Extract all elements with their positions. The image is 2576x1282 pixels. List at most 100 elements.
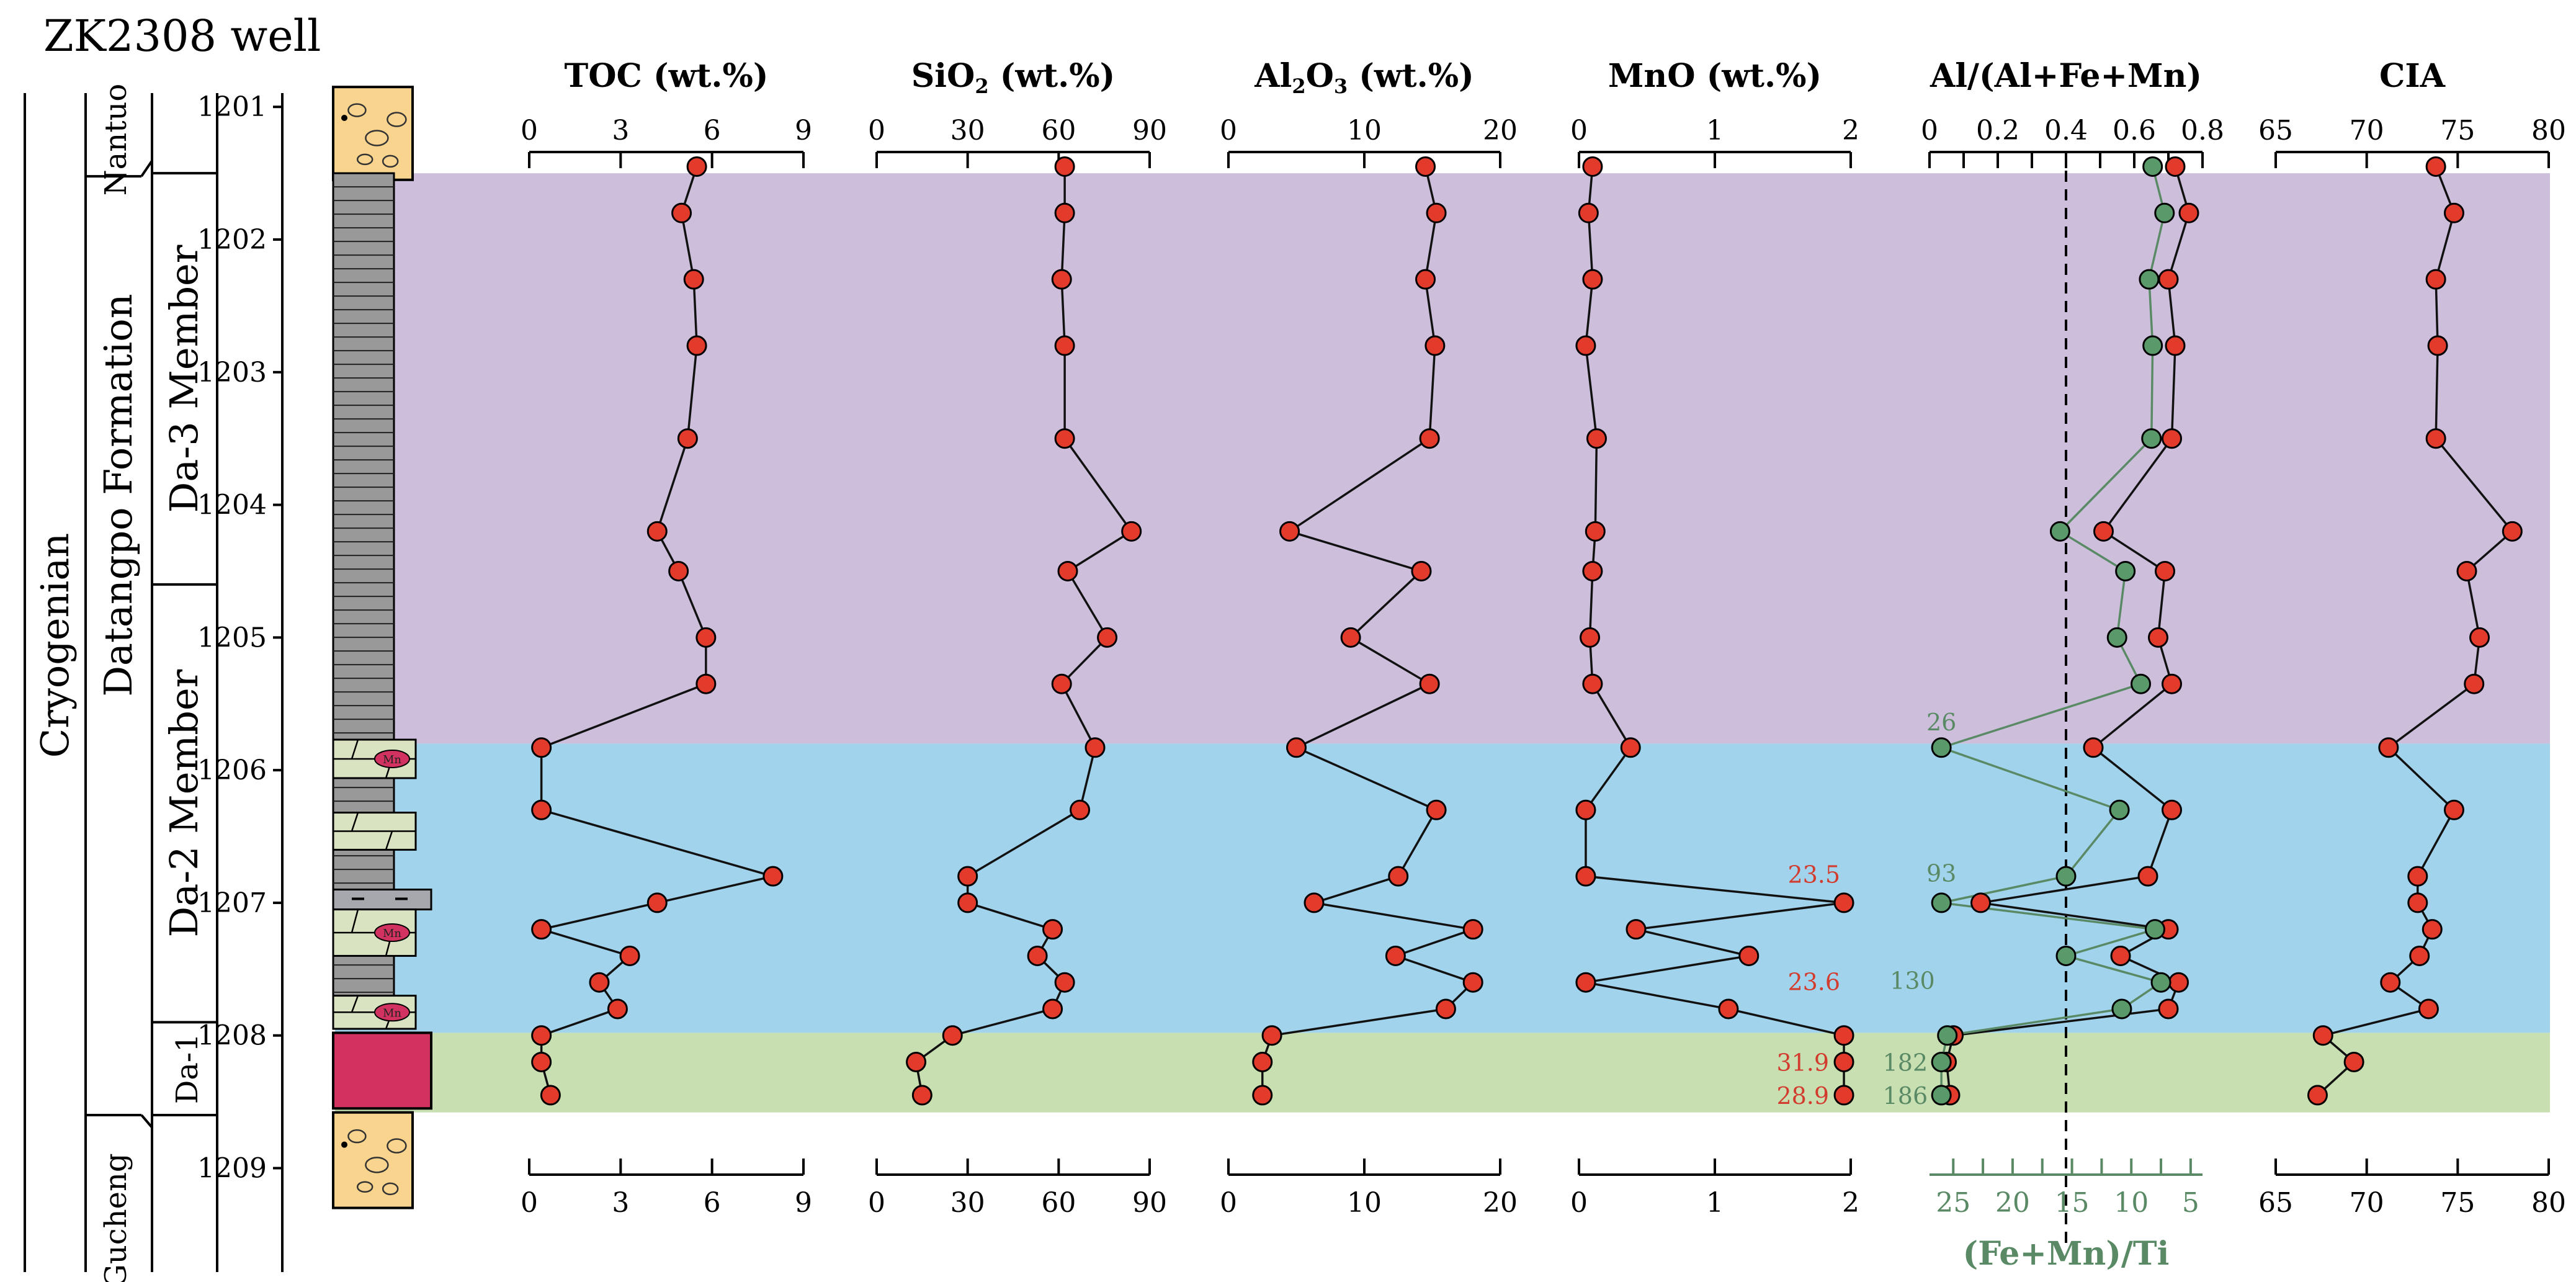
bottom-tick-label: 90 xyxy=(1132,1187,1167,1219)
pebble xyxy=(365,1157,389,1173)
formation-boundary-base-tick xyxy=(140,1114,153,1129)
data-point-al-ratio xyxy=(2162,673,2182,694)
data-point xyxy=(1419,673,1440,694)
data-point xyxy=(1042,919,1063,940)
data-point-femn-ti xyxy=(2055,866,2077,887)
data-point-al-ratio xyxy=(2148,627,2168,648)
annotation-label: 182 xyxy=(1883,1049,1928,1076)
title-subscript: 3 xyxy=(1334,74,1348,98)
data-point-femn-ti xyxy=(2154,202,2175,223)
panel-title: SiO2 (wt.%) xyxy=(911,57,1115,98)
data-point-femn-ti xyxy=(2111,998,2132,1020)
data-point xyxy=(695,673,717,694)
data-point xyxy=(1252,1051,1273,1072)
data-point-al-ratio xyxy=(2110,945,2131,966)
brick-joint xyxy=(351,739,359,760)
panel-3: Al2O3 (wt.%) 0 10 20 0 10 20 xyxy=(1220,57,1518,1219)
data-point xyxy=(1054,156,1075,177)
data-point-al-ratio xyxy=(1970,892,1991,913)
data-point xyxy=(2427,335,2448,356)
lith-silt-bed xyxy=(332,889,432,911)
top-tick-label: 20 xyxy=(1483,115,1518,146)
data-point-femn-ti xyxy=(1931,737,1952,758)
data-point xyxy=(1042,998,1063,1020)
bottom-tick-label: 9 xyxy=(795,1187,812,1219)
data-point xyxy=(2312,1025,2333,1046)
data-point xyxy=(1575,866,1596,887)
data-point xyxy=(911,1085,932,1106)
panel-2: SiO2 (wt.%) 0 30 60 90 0 30 60 90 xyxy=(868,57,1167,1219)
data-point xyxy=(668,560,689,581)
zone-band-purple xyxy=(335,173,2550,744)
data-point xyxy=(1385,945,1406,966)
member-label-da2: Da-2 Member xyxy=(161,669,207,937)
member-label-da3: Da-3 Member xyxy=(161,244,207,513)
data-point xyxy=(2409,945,2430,966)
data-point xyxy=(686,335,707,356)
data-point xyxy=(646,521,668,542)
data-point xyxy=(1435,998,1456,1020)
data-point xyxy=(1304,892,1325,913)
data-point-al-ratio xyxy=(2165,335,2186,356)
data-point xyxy=(1027,945,1048,966)
data-point xyxy=(2425,156,2446,177)
bottom-tick-label: 0 xyxy=(1570,1187,1588,1219)
data-point xyxy=(942,1025,963,1046)
data-point-al-ratio xyxy=(2158,998,2179,1020)
data-point xyxy=(2378,737,2399,758)
data-point xyxy=(1279,521,1300,542)
data-point xyxy=(1261,1025,1282,1046)
data-point xyxy=(906,1051,927,1072)
annotation-label: 23.6 xyxy=(1787,969,1840,996)
bottom-tick-label: 20 xyxy=(1483,1187,1518,1219)
data-point xyxy=(646,892,668,913)
top-tick-label: 0.8 xyxy=(2181,115,2224,146)
data-point-femn-ti xyxy=(1937,1025,1958,1046)
data-point-femn-ti xyxy=(2142,335,2163,356)
data-point xyxy=(1578,202,1599,223)
panel-5: Al/(Al+Fe+Mn)0 0.2 0.4 0.6 0.825 20 15 10 5(Fe+M… xyxy=(1883,57,2224,1273)
chart-title: ZK2308 well xyxy=(43,11,321,61)
data-point xyxy=(1054,428,1075,449)
title-part: O xyxy=(1306,57,1334,95)
panel-title: Al/(Al+Fe+Mn) xyxy=(1930,57,2202,95)
pebble xyxy=(365,130,389,146)
data-point xyxy=(1388,866,1409,887)
lith-dolomite-4-bricks: Mn xyxy=(333,995,416,1029)
data-point xyxy=(540,1085,561,1106)
top-tick-label: 0 xyxy=(868,115,885,146)
data-point xyxy=(1054,202,1075,223)
pebble xyxy=(387,1138,407,1154)
data-point-femn-ti xyxy=(2139,269,2160,290)
bottom-secondary-tick-label: 10 xyxy=(2114,1187,2149,1219)
data-point xyxy=(2380,972,2401,993)
data-point xyxy=(1738,945,1760,966)
data-point xyxy=(1582,269,1603,290)
title-part: (wt.%) xyxy=(989,57,1116,95)
brick-joint xyxy=(351,995,359,1013)
title-subscript: 2 xyxy=(975,74,988,98)
data-point xyxy=(1575,335,1596,356)
data-point xyxy=(531,737,552,758)
data-point xyxy=(1415,156,1436,177)
bottom-tick-label: 6 xyxy=(704,1187,721,1219)
data-point-al-ratio xyxy=(2162,428,2182,449)
data-point xyxy=(607,998,628,1020)
data-point xyxy=(1424,335,1446,356)
mn-nodule-label: Mn xyxy=(383,753,401,766)
data-point xyxy=(1054,972,1075,993)
brick-joint xyxy=(351,909,359,933)
formation-boundary-top-tick xyxy=(140,160,153,177)
data-point xyxy=(1462,919,1483,940)
bottom-tick-label: 0 xyxy=(521,1187,538,1219)
data-point xyxy=(1580,627,1601,648)
series-line xyxy=(1585,166,1845,1095)
bottom-tick-label: 65 xyxy=(2258,1187,2293,1219)
depth-tick-label: 1201 xyxy=(197,91,267,123)
data-point-al-ratio xyxy=(2178,202,2199,223)
data-point xyxy=(1426,799,1447,820)
data-point-femn-ti xyxy=(2141,428,2162,449)
annotation-label: 31.9 xyxy=(1776,1049,1829,1076)
